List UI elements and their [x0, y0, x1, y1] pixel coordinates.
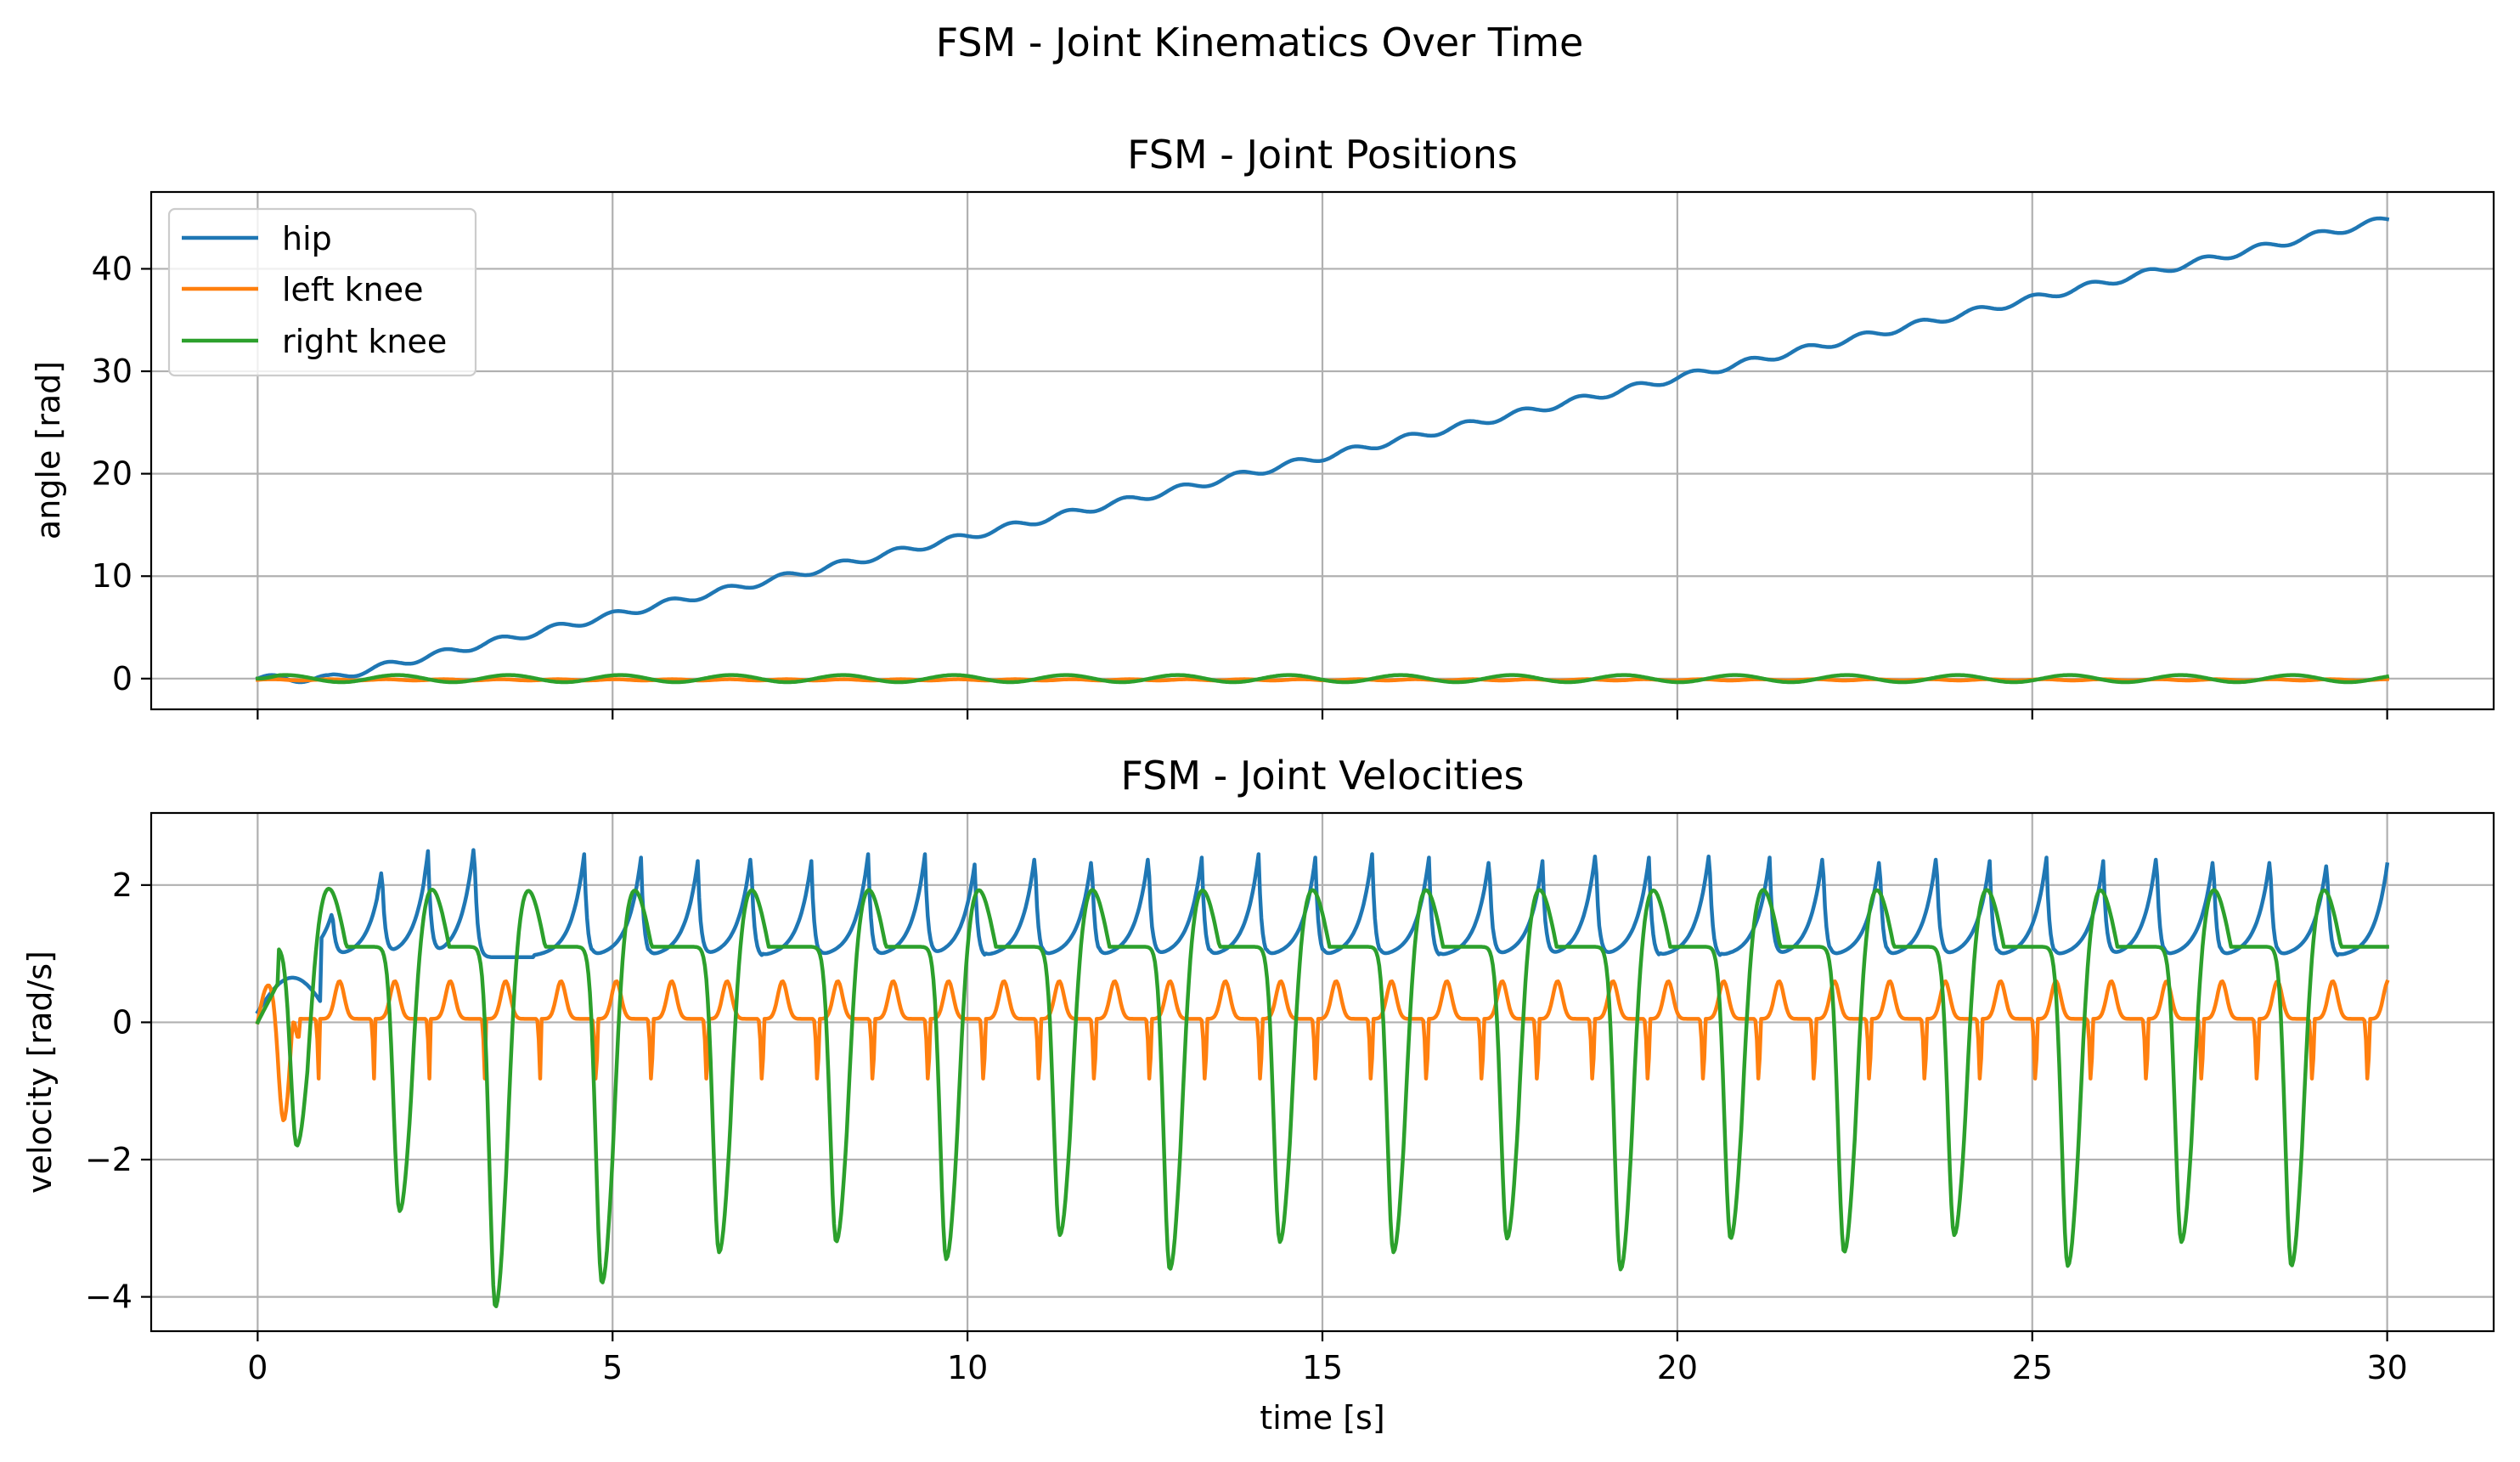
velocities-title: FSM - Joint Velocities: [1121, 753, 1525, 799]
velocities-panel: FSM - Joint Velocities 0 5 10 15 20 25 30−4−20…: [21, 753, 2495, 1437]
positions-ticks: 0 10 20 30 40: [92, 250, 2388, 720]
y-tick-label: 20: [92, 455, 132, 493]
figure-suptitle: FSM - Joint Kinematics Over Time: [936, 20, 1584, 65]
velocities-xlabel: time [s]: [1260, 1399, 1384, 1437]
legend-label-left-knee: left knee: [282, 271, 423, 308]
positions-grid: [151, 192, 2494, 709]
y-tick-label: 0: [112, 660, 132, 697]
x-tick-label: 0: [247, 1349, 268, 1386]
positions-title: FSM - Joint Positions: [1127, 132, 1518, 178]
series-line-right-knee: [255, 886, 2389, 1309]
x-tick-label: 30: [2366, 1349, 2407, 1386]
y-tick-label: 30: [92, 353, 132, 390]
y-tick-label: −2: [85, 1141, 132, 1178]
x-tick-label: 15: [1302, 1349, 1343, 1386]
legend-label-hip: hip: [282, 220, 332, 257]
legend-box: [167, 207, 477, 377]
y-tick-label: −4: [85, 1279, 132, 1316]
positions-legend: hip left knee right knee: [167, 207, 477, 377]
positions-panel: FSM - Joint Positions 0 10 20 30 40 angle [r…: [30, 132, 2495, 720]
y-tick-label: 10: [92, 557, 132, 595]
velocities-series: [255, 848, 2390, 1309]
series-line-hip: [255, 216, 2390, 685]
positions-ylabel: angle [rad]: [30, 361, 67, 539]
x-tick-label: 10: [947, 1349, 988, 1386]
x-tick-label: 20: [1657, 1349, 1698, 1386]
velocities-ylabel: velocity [rad/s]: [21, 951, 59, 1194]
positions-series: [255, 216, 2390, 685]
x-tick-label: 25: [2012, 1349, 2053, 1386]
velocities-ticks: 0 5 10 15 20 25 30 −4 −2 0 2: [85, 866, 2408, 1386]
series-line-right-knee: [256, 673, 2390, 685]
legend-label-right-knee: right knee: [282, 323, 447, 360]
y-tick-label: 2: [112, 866, 132, 904]
x-tick-label: 5: [602, 1349, 623, 1386]
series-line-hip: [255, 848, 2390, 1015]
series-line-left-knee: [255, 979, 2390, 1123]
y-tick-label: 0: [112, 1003, 132, 1041]
y-tick-label: 40: [92, 250, 132, 287]
